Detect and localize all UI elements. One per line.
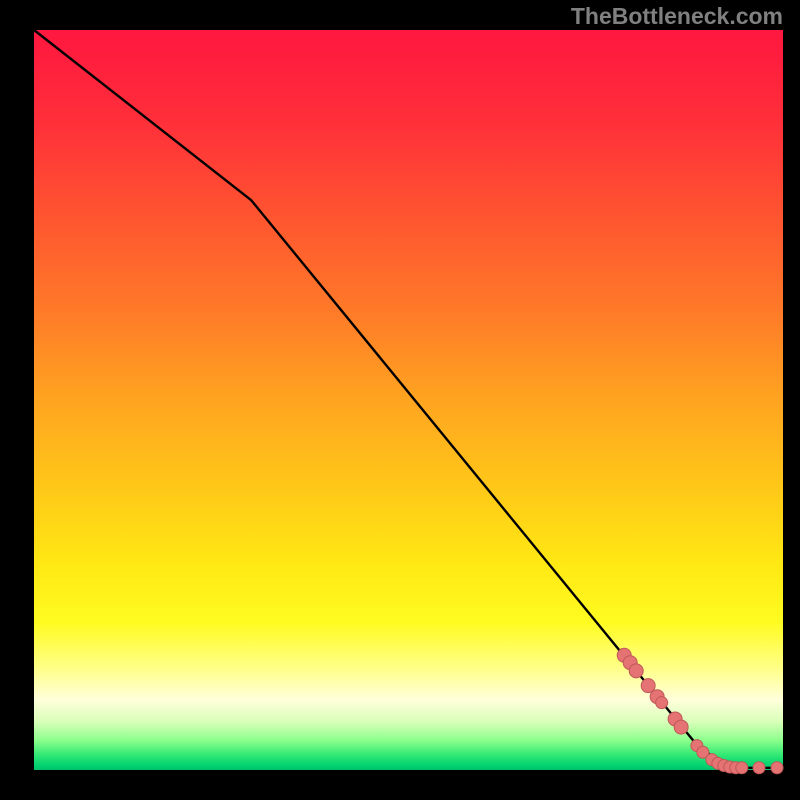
data-marker (753, 762, 765, 774)
data-marker (674, 720, 688, 734)
data-marker (629, 664, 643, 678)
data-marker (656, 697, 668, 709)
data-marker (771, 762, 783, 774)
data-marker (736, 762, 748, 774)
watermark-text: TheBottleneck.com (571, 3, 783, 30)
chart-svg (0, 0, 800, 800)
plot-background (34, 30, 783, 770)
